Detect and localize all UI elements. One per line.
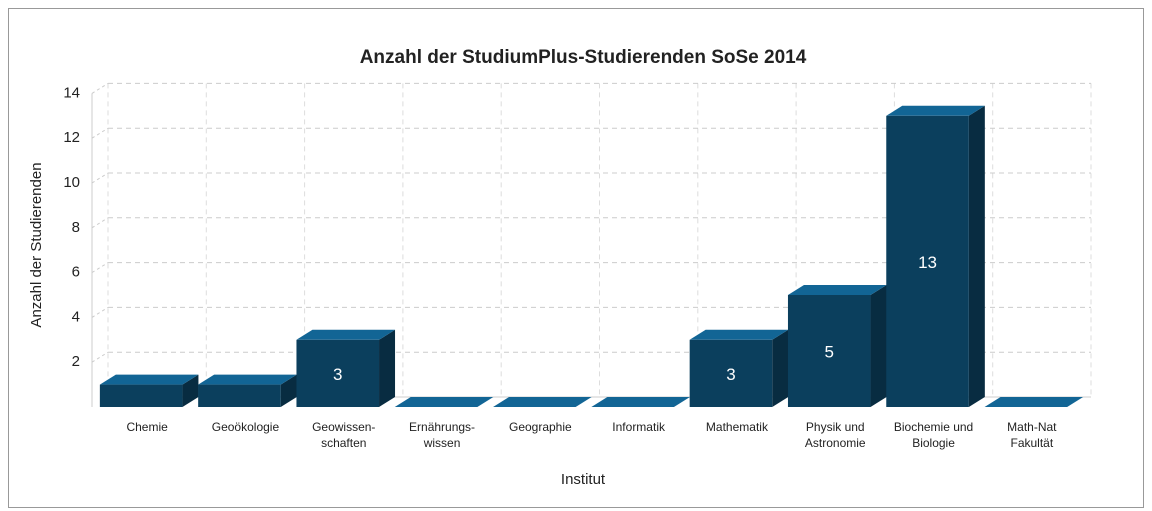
y-tick-label: 2 — [72, 353, 80, 370]
bar — [591, 397, 690, 407]
bar-front — [99, 384, 183, 407]
y-tick-label: 10 — [63, 174, 80, 191]
x-tick-label: Astronomie — [805, 436, 866, 450]
x-tick-label: wissen — [423, 436, 461, 450]
y-tick-label: 4 — [72, 308, 80, 325]
bar-side — [182, 374, 199, 407]
x-tick-label: Geowissen- — [312, 420, 375, 434]
y-axis-title: Anzahl der Studierenden — [28, 162, 45, 327]
x-tick-label: Physik und — [806, 420, 865, 434]
x-tick-label: Biologie — [912, 436, 955, 450]
bar-side — [870, 285, 887, 407]
bar-top — [394, 397, 494, 407]
x-tick-label: Ernährungs- — [409, 420, 475, 434]
bar-top — [886, 105, 985, 116]
bar-front — [198, 384, 281, 407]
x-tick-label: Fakultät — [1011, 436, 1054, 450]
bar-top — [689, 329, 789, 340]
bar-top — [198, 374, 297, 385]
bar-top — [493, 397, 592, 407]
x-tick-label: Biochemie und — [894, 420, 973, 434]
data-label: 3 — [726, 365, 735, 384]
bar-side — [280, 374, 297, 407]
bar-top — [591, 397, 690, 407]
bar-front — [886, 115, 969, 408]
bar: 13 — [886, 105, 985, 408]
y-tick-label: 8 — [72, 219, 80, 236]
bar: 3 — [296, 329, 396, 407]
y-tick-label: 14 — [63, 84, 80, 101]
x-axis-title: Institut — [561, 471, 606, 488]
data-label: 5 — [825, 342, 834, 361]
bar-side — [772, 329, 789, 407]
bar-side — [968, 105, 985, 408]
y-tick-label: 12 — [63, 129, 80, 146]
bar-front — [689, 339, 773, 407]
bar-top — [984, 397, 1084, 407]
bar — [99, 374, 199, 407]
bar: 3 — [689, 329, 789, 407]
x-tick-label: Chemie — [126, 420, 168, 434]
x-tick-label: Math-Nat — [1007, 420, 1057, 434]
data-label: 3 — [333, 365, 342, 384]
x-tick-label: Mathematik — [706, 420, 769, 434]
x-tick-label: schaften — [321, 436, 366, 450]
x-tick-label: Geographie — [509, 420, 572, 434]
bar — [984, 397, 1084, 407]
bar-side — [379, 329, 396, 407]
x-tick-label: Informatik — [612, 420, 666, 434]
bar — [493, 397, 592, 407]
bar-top — [99, 374, 199, 385]
chart-title: Anzahl der StudiumPlus-Studierenden SoSe… — [360, 47, 807, 68]
bar-front — [787, 295, 871, 407]
bar — [394, 397, 494, 407]
bar-front — [296, 339, 380, 407]
bar-top — [296, 329, 396, 340]
x-tick-label: Geoökologie — [212, 420, 280, 434]
y-tick-label: 6 — [72, 264, 80, 281]
bar: 5 — [787, 285, 887, 407]
bar-top — [787, 285, 887, 295]
bar — [198, 374, 297, 407]
data-label: 13 — [918, 253, 937, 272]
